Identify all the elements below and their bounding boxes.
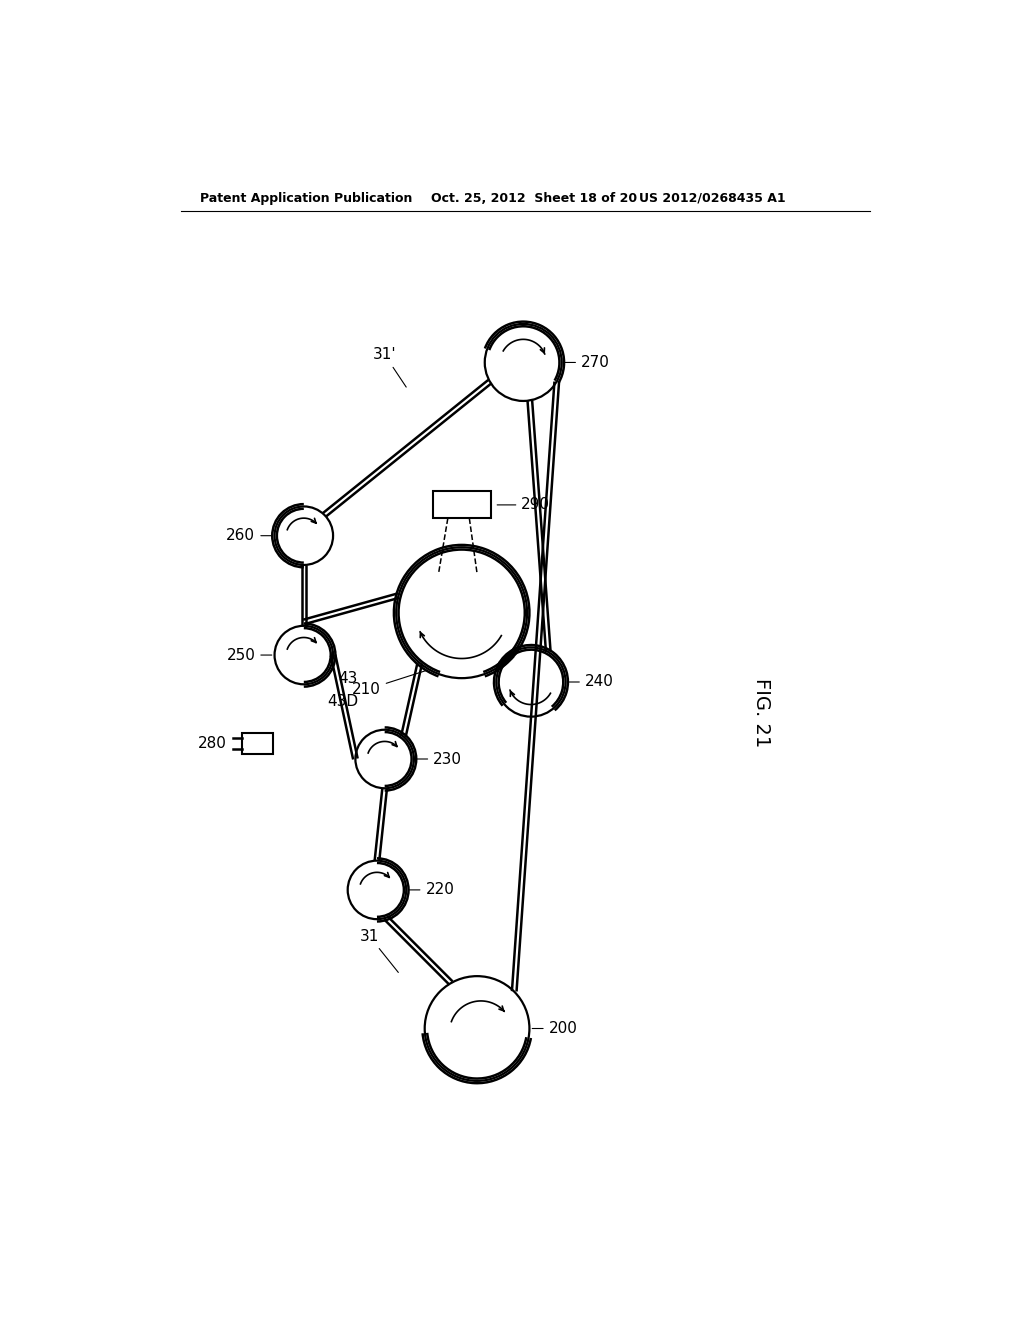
Text: 43D: 43D [327, 694, 358, 709]
Bar [433, 491, 490, 519]
Text: Patent Application Publication: Patent Application Publication [200, 191, 413, 205]
Text: FIG. 21: FIG. 21 [753, 678, 771, 747]
Text: 31: 31 [359, 928, 398, 973]
Text: 250: 250 [226, 648, 271, 663]
Text: Oct. 25, 2012  Sheet 18 of 20: Oct. 25, 2012 Sheet 18 of 20 [431, 191, 637, 205]
Bar [243, 733, 273, 755]
Text: 31': 31' [373, 347, 407, 387]
Text: 200: 200 [532, 1020, 578, 1036]
Text: 260: 260 [226, 528, 271, 544]
Text: 230: 230 [417, 751, 462, 767]
Text: 270: 270 [564, 355, 610, 370]
Text: 220: 220 [409, 882, 455, 898]
Text: 240: 240 [568, 675, 613, 689]
Text: 290: 290 [498, 498, 550, 512]
Text: US 2012/0268435 A1: US 2012/0268435 A1 [639, 191, 785, 205]
Text: 43: 43 [339, 671, 357, 685]
Text: 280: 280 [198, 737, 226, 751]
Text: 210: 210 [352, 671, 426, 697]
